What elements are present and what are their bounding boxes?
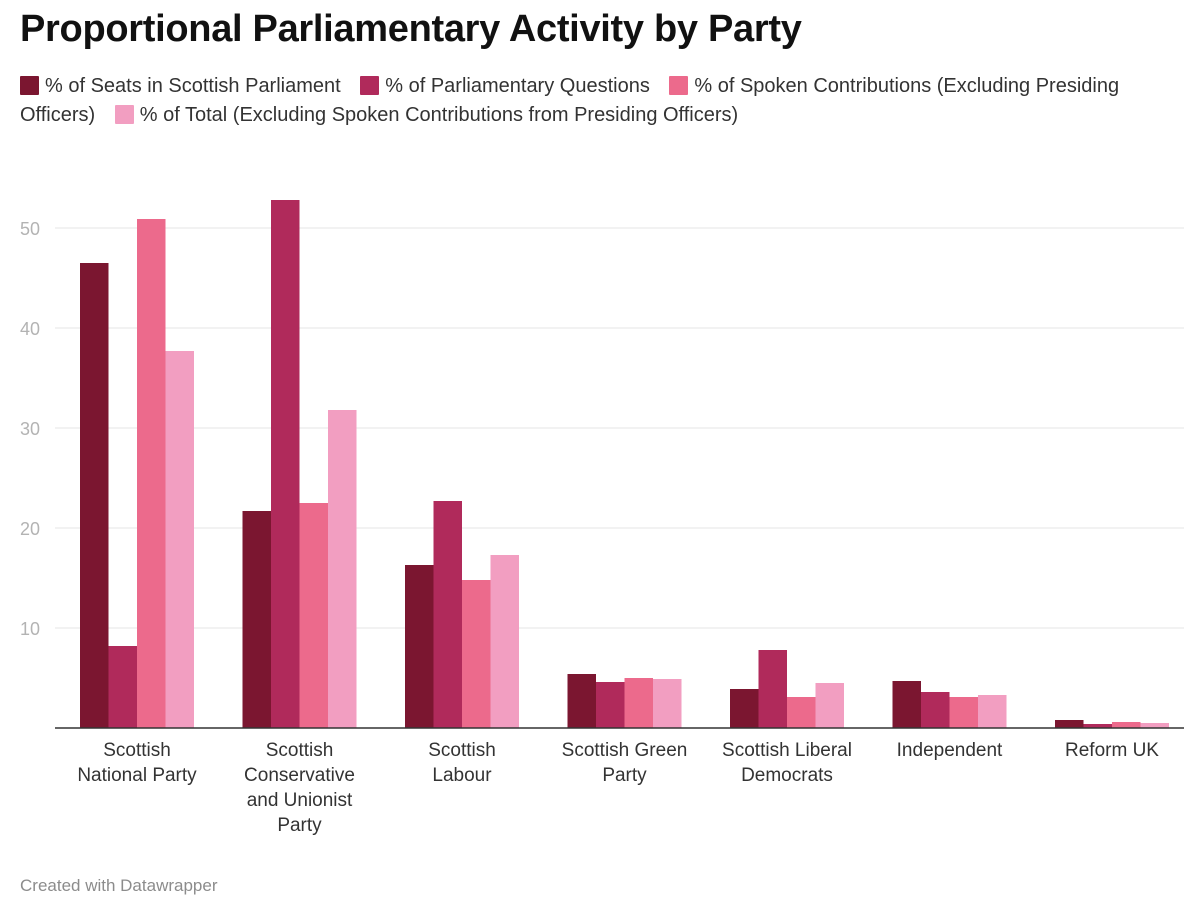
bar-7-series-3: [1112, 722, 1141, 728]
bar-6-series-1: [892, 681, 921, 728]
bar-1-series-4: [165, 351, 194, 728]
bar-1-series-1: [80, 263, 109, 728]
x-tick-label-5: Scottish Liberal Democrats: [722, 740, 852, 786]
x-tick-label-1: Scottish National Party: [77, 740, 197, 786]
legend-label-2: % of Parliamentary Questions: [385, 75, 650, 97]
bar-5-series-4: [815, 683, 844, 728]
bar-5-series-3: [787, 697, 816, 728]
y-tick-label-10: 10: [20, 619, 40, 639]
bar-6-series-4: [978, 695, 1007, 728]
bar-4-series-1: [567, 674, 596, 728]
bar-4-series-4: [653, 679, 682, 728]
legend-item-3: % of Spoken Contributions (Excluding Pre…: [20, 75, 1119, 126]
legend-label-4: % of Total (Excluding Spoken Contributio…: [139, 104, 739, 126]
bar-4-series-3: [624, 678, 653, 728]
legend-label-3: % of Spoken Contributions (Excluding Pre…: [20, 75, 1120, 126]
bar-6-series-3: [949, 697, 978, 728]
bar-7-series-1: [1055, 720, 1084, 728]
legend-swatch-2: [360, 76, 380, 95]
legend-item-1: % of Seats in Scottish Parliament: [20, 75, 341, 97]
x-tick-label-7: Reform UK: [1065, 740, 1159, 761]
legend-swatch-3: [669, 76, 689, 95]
legend-item-4: % of Total (Excluding Spoken Contributio…: [114, 104, 739, 126]
bar-3-series-2: [433, 501, 462, 728]
bar-1-series-3: [137, 219, 166, 728]
bar-2-series-1: [242, 511, 271, 728]
x-tick-label-3: Scottish Labour: [428, 740, 496, 786]
bar-2-series-2: [271, 200, 300, 728]
bar-3-series-3: [462, 580, 491, 728]
x-tick-label-2: Scottish Conservative and Unionist Party: [244, 740, 355, 836]
legend-swatch-1: [20, 76, 39, 95]
bar-1-series-2: [108, 646, 137, 728]
bars: [80, 200, 1169, 728]
bar-2-series-3: [299, 503, 328, 728]
y-tick-label-30: 30: [20, 419, 40, 439]
bar-5-series-2: [758, 650, 787, 728]
legend: % of Seats in Scottish Parliament % of P…: [20, 72, 1170, 130]
x-tick-label-4: Scottish Green Party: [562, 740, 688, 786]
bar-7-series-2: [1083, 724, 1112, 728]
legend-label-1: % of Seats in Scottish Parliament: [45, 75, 341, 97]
bar-3-series-1: [405, 565, 434, 728]
bar-6-series-2: [921, 692, 950, 728]
x-axis-labels: Scottish National Party Scottish Conservati…: [77, 740, 1159, 836]
legend-swatch-4: [114, 105, 134, 124]
y-tick-label-20: 20: [20, 519, 40, 539]
legend-item-2: % of Parliamentary Questions: [360, 75, 650, 97]
bar-4-series-2: [596, 682, 625, 728]
bar-3-series-4: [490, 555, 519, 728]
chart-title: Proportional Parliamentary Activity by P…: [20, 8, 802, 50]
bar-5-series-1: [730, 689, 759, 728]
bar-2-series-4: [328, 410, 357, 728]
y-axis-ticks: 10 20 30 40 50: [20, 219, 40, 639]
x-tick-label-6: Independent: [897, 740, 1003, 761]
footer-credit: Created with Datawrapper: [20, 876, 218, 895]
bar-7-series-4: [1140, 723, 1169, 728]
y-tick-label-40: 40: [20, 319, 40, 339]
gridlines: [55, 227, 1184, 629]
y-tick-label-50: 50: [20, 219, 40, 239]
